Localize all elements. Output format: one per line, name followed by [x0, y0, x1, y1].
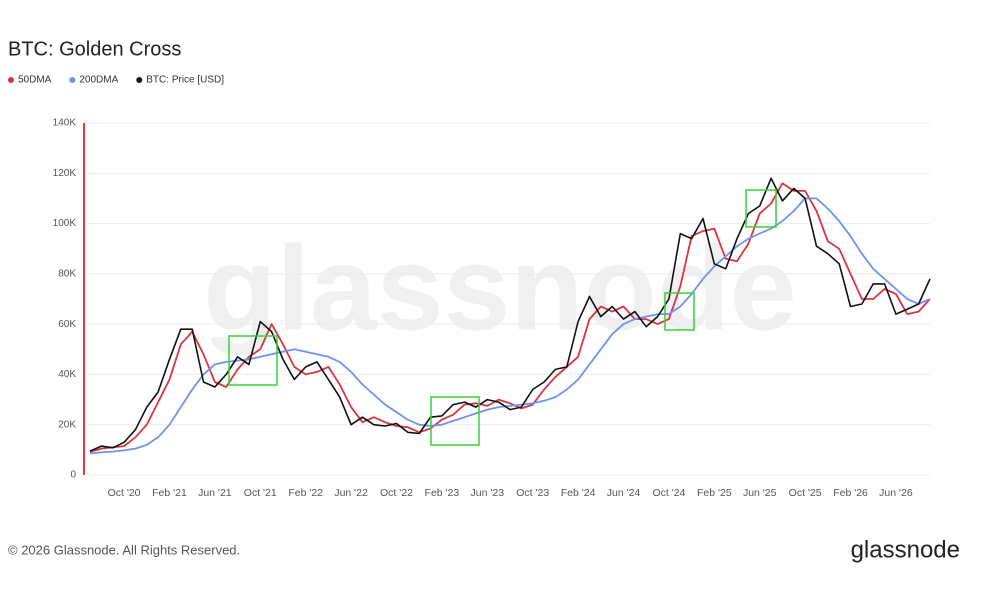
series-line: [89, 197, 931, 455]
x-tick-label: Oct '24: [652, 487, 685, 499]
watermark: glassnode: [203, 222, 797, 356]
x-tick-label: Jun '22: [334, 487, 368, 499]
footer: © 2026 Glassnode. All Rights Reserved.: [8, 542, 240, 557]
plot: [89, 177, 931, 455]
brand-logo: glassnode: [851, 536, 960, 563]
x-tick-label: Jun '24: [607, 487, 641, 499]
legend-label: 200DMA: [79, 75, 118, 86]
y-tick-label: 60K: [58, 319, 76, 330]
x-tick-label: Jun '23: [471, 487, 505, 499]
x-tick-label: Feb '26: [833, 487, 868, 499]
grid: 0 20K 40K 60K 80K 100K 120K 140K Oct '20 Feb '21 J…: [53, 118, 930, 499]
legend-label: 50DMA: [18, 75, 52, 86]
x-tick-label: Oct '23: [516, 487, 549, 499]
x-tick-label: Jun '25: [743, 487, 777, 499]
series-line: [89, 182, 931, 453]
x-tick-label: Feb '21: [152, 487, 187, 499]
x-tick-label: Jun '21: [198, 487, 232, 499]
legend: 50DMA 200DMA BTC: Price [USD]: [8, 75, 224, 86]
legend-marker: [8, 77, 14, 83]
legend-label: BTC: Price [USD]: [146, 75, 224, 86]
x-tick-label: Jun '26: [879, 487, 913, 499]
y-tick-label: 120K: [53, 168, 77, 179]
legend-marker: [69, 77, 76, 83]
y-tick-label: 20K: [58, 419, 76, 430]
y-tick-label: 140K: [53, 118, 77, 129]
chart-title: BTC: Golden Cross: [8, 38, 181, 60]
highlight-box: [745, 189, 777, 228]
highlights: [228, 189, 777, 446]
y-tick-label: 80K: [58, 268, 76, 279]
x-tick-label: Oct '25: [789, 487, 822, 499]
x-tick-label: Feb '24: [561, 487, 596, 499]
x-tick-label: Oct '22: [380, 487, 413, 499]
y-tick-label: 0: [70, 470, 76, 481]
highlight-box: [430, 396, 480, 446]
x-tick-label: Feb '22: [288, 487, 323, 499]
y-tick-label: 100K: [53, 218, 77, 229]
x-tick-label: Oct '21: [244, 487, 277, 499]
highlight-box: [228, 335, 278, 386]
series-line: [89, 177, 931, 452]
legend-marker: [136, 77, 143, 83]
x-tick-label: Feb '25: [697, 487, 732, 499]
x-tick-label: Oct '20: [108, 487, 141, 499]
x-tick-label: Feb '23: [425, 487, 460, 499]
y-tick-label: 40K: [58, 369, 76, 380]
highlight-box: [664, 292, 695, 331]
